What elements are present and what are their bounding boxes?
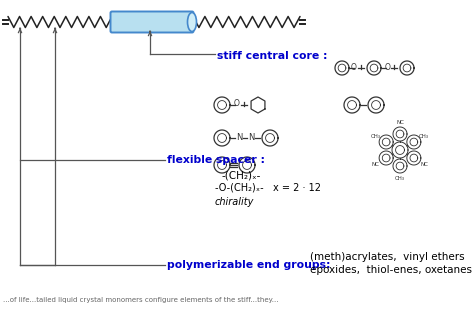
Text: O: O (234, 99, 240, 108)
Text: CH₃: CH₃ (371, 133, 381, 138)
Text: -O-(CH₂)ₓ-   x = 2 · 12: -O-(CH₂)ₓ- x = 2 · 12 (215, 183, 321, 193)
Text: O: O (351, 62, 357, 71)
Text: CH₃: CH₃ (395, 176, 405, 180)
Text: N: N (248, 133, 254, 142)
Ellipse shape (188, 12, 197, 32)
Text: CH₃: CH₃ (419, 133, 429, 138)
Text: ...of life...tailed liquid crystal monomers configure elements of the stiff...th: ...of life...tailed liquid crystal monom… (3, 297, 279, 303)
Text: (meth)acrylates,  vinyl ethers: (meth)acrylates, vinyl ethers (310, 252, 465, 262)
Text: NC: NC (396, 120, 404, 125)
Text: flexible spacer :: flexible spacer : (167, 155, 265, 165)
Text: -(CH₂)ₓ-: -(CH₂)ₓ- (222, 170, 261, 180)
Text: stiff central core :: stiff central core : (217, 51, 328, 61)
Text: epoxides,  thiol-enes, oxetanes: epoxides, thiol-enes, oxetanes (310, 265, 472, 275)
Text: chirality: chirality (215, 197, 255, 207)
Text: polymerizable end groups:: polymerizable end groups: (167, 260, 330, 270)
Text: NC: NC (420, 162, 428, 167)
Text: O: O (385, 62, 391, 71)
Text: NC: NC (372, 162, 380, 167)
FancyBboxPatch shape (110, 11, 193, 32)
Text: N: N (236, 133, 242, 142)
